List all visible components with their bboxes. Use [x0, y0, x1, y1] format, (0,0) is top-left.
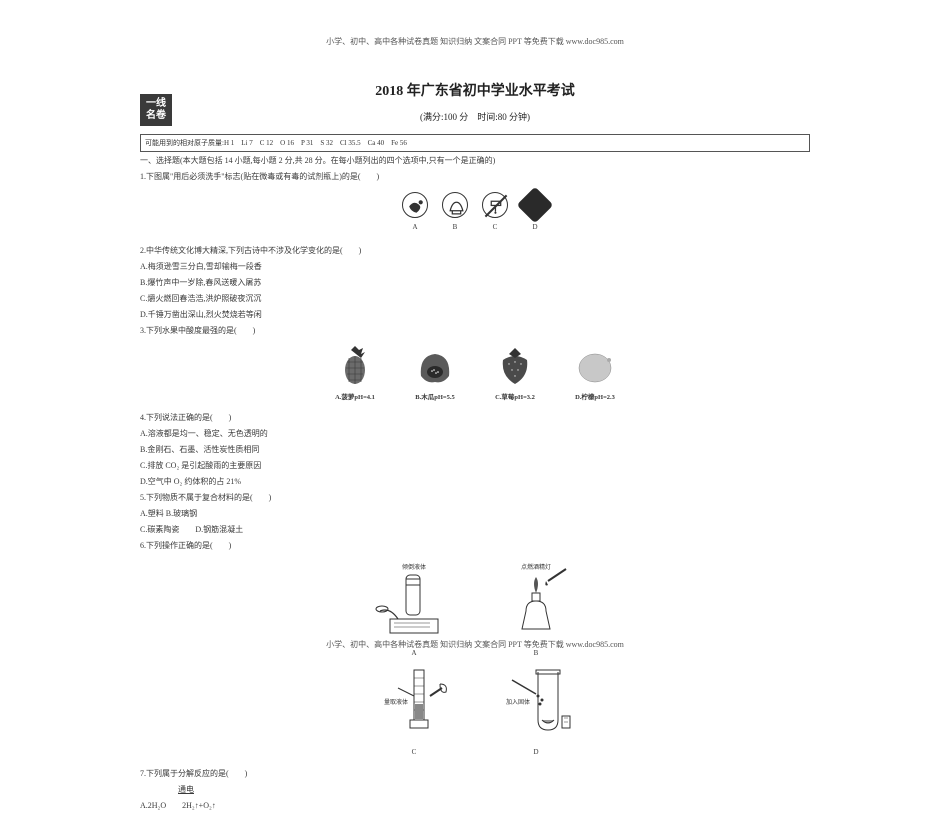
op-b-cap: B — [476, 646, 596, 660]
question-3: 3.下列水果中酸度最强的是( ) — [140, 324, 810, 338]
op-d: 加入固体 D — [476, 660, 596, 759]
fruit-c-caption: C.草莓pH=3.2 — [478, 391, 552, 405]
q3-fruit-row: A.菠萝pH=4.1 B.木瓜pH=5.5 C.草莓pH=3.2 — [140, 346, 810, 405]
question-2-b: B.爆竹声中一岁除,春风送暖入屠苏 — [140, 276, 810, 290]
page-subtitle: (满分:100 分 时间:80 分钟) — [0, 110, 950, 123]
fruit-b-caption: B.木瓜pH=5.5 — [398, 391, 472, 405]
q1-option-d: D — [516, 192, 554, 234]
q1-label-c: C — [476, 220, 514, 234]
question-2-a: A.梅须逊雪三分白,雪却输梅一段香 — [140, 260, 810, 274]
op-a: 倾倒液体 A — [354, 561, 474, 660]
svg-text:加入固体: 加入固体 — [506, 698, 530, 706]
corrosive-icon — [517, 187, 554, 224]
lemon-icon — [573, 346, 617, 386]
hands-icon — [442, 192, 468, 218]
question-2-stem: 2.中华传统文化博大精深,下列古诗中不涉及化学变化的是( ) — [140, 244, 810, 258]
op-c-cap: C — [354, 745, 474, 759]
q1-option-c: C — [476, 192, 514, 234]
fruit-papaya: B.木瓜pH=5.5 — [398, 346, 472, 405]
watermark-top: 小学、初中、高中各种试卷真题 知识归纳 文案合同 PPT 等免费下载 www.d… — [326, 36, 624, 47]
section-header: 一、选择题(本大题包括 14 小题,每小题 2 分,共 28 分。在每小题列出的… — [140, 154, 810, 168]
pineapple-icon — [333, 346, 377, 386]
question-4-c: C.排放 CO₂ 是引起酸雨的主要原因 — [140, 459, 810, 473]
fruit-a-caption: A.菠萝pH=4.1 — [318, 391, 392, 405]
q6-ops-row: 倾倒液体 A 点燃酒精灯 B 量取液体 — [140, 561, 810, 759]
q1-label-b: B — [436, 220, 474, 234]
pour-liquid-icon: 倾倒液体 — [370, 561, 458, 641]
op-c: 量取液体 C — [354, 660, 474, 759]
wash-hands-icon — [402, 192, 428, 218]
atomic-mass-box: 可能用到的相对原子质量:H 1 Li 7 C 12 O 16 P 31 S 32… — [140, 134, 810, 152]
svg-text:点燃酒精灯: 点燃酒精灯 — [521, 563, 551, 571]
question-7-a: A.2H₂O 2H₂↑+O₂↑ — [140, 799, 810, 813]
fruit-strawberry: C.草莓pH=3.2 — [478, 346, 552, 405]
question-5-cd: C.碳素陶瓷 D.钢筋混凝土 — [140, 523, 810, 537]
question-7-cond: 通电 — [140, 783, 810, 797]
q1-option-a: A — [396, 192, 434, 234]
light-burner-icon: 点燃酒精灯 — [492, 561, 580, 641]
question-6: 6.下列操作正确的是( ) — [140, 539, 810, 553]
title-area: 2018 年广东省初中学业水平考试 (满分:100 分 时间:80 分钟) — [0, 80, 950, 123]
op-b: 点燃酒精灯 B — [476, 561, 596, 660]
add-solid-icon: 加入固体 — [492, 660, 580, 740]
papaya-icon — [413, 346, 457, 386]
q1-option-b: B — [436, 192, 474, 234]
fruit-d-caption: D.柠檬pH=2.3 — [558, 391, 632, 405]
q1-options-row: A B C D — [140, 192, 810, 234]
svg-text:倾倒液体: 倾倒液体 — [402, 563, 426, 571]
question-7-stem: 7.下列属于分解反应的是( ) — [140, 767, 810, 781]
question-1: 1.下图属"用后必须洗手"标志(贴在微毒或有毒的试剂瓶上)的是( ) — [140, 170, 810, 184]
question-2-d: D.千锤万凿出深山,烈火焚烧若等闲 — [140, 308, 810, 322]
measure-liquid-icon: 量取液体 — [370, 660, 458, 740]
strawberry-icon — [493, 346, 537, 386]
svg-text:量取液体: 量取液体 — [384, 698, 408, 706]
op-a-cap: A — [354, 646, 474, 660]
no-tap-icon — [482, 192, 508, 218]
fruit-lemon: D.柠檬pH=2.3 — [558, 346, 632, 405]
question-4-stem: 4.下列说法正确的是( ) — [140, 411, 810, 425]
q1-label-a: A — [396, 220, 434, 234]
question-4-d: D.空气中 O₂ 约体积的占 21% — [140, 475, 810, 489]
content-area: 一、选择题(本大题包括 14 小题,每小题 2 分,共 28 分。在每小题列出的… — [140, 152, 810, 813]
question-2-c: C.爝火燃回春浩浩,洪炉照破夜沉沉 — [140, 292, 810, 306]
question-4-a: A.溶液都是均一、稳定、无色透明的 — [140, 427, 810, 441]
question-5-ab: A.塑料 B.玻璃钢 — [140, 507, 810, 521]
question-4-b: B.金刚石、石墨、活性炭性质相同 — [140, 443, 810, 457]
page-title: 2018 年广东省初中学业水平考试 — [0, 80, 950, 100]
electrolysis-label: 通电 — [178, 785, 194, 794]
question-5-stem: 5.下列物质不属于复合材料的是( ) — [140, 491, 810, 505]
op-d-cap: D — [476, 745, 596, 759]
fruit-pineapple: A.菠萝pH=4.1 — [318, 346, 392, 405]
